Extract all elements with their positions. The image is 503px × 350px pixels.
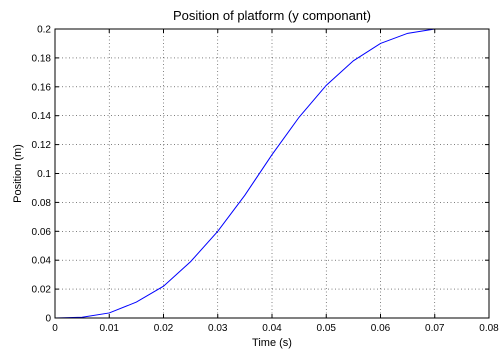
grid-layer bbox=[55, 29, 489, 318]
y-tick-label: 0.1 bbox=[37, 169, 51, 180]
y-tick-label: 0.12 bbox=[32, 140, 52, 151]
x-axis-label: Time (s) bbox=[252, 337, 292, 349]
y-tick-label: 0.06 bbox=[32, 227, 52, 238]
x-tick-label: 0.03 bbox=[208, 323, 228, 334]
y-tick-label: 0.16 bbox=[32, 82, 52, 93]
x-tick-label: 0.02 bbox=[154, 323, 174, 334]
x-tick-label: 0.01 bbox=[100, 323, 120, 334]
y-axis-label: Position (m) bbox=[12, 144, 24, 203]
y-tick-label: 0.08 bbox=[32, 198, 52, 209]
y-tick-label: 0.02 bbox=[32, 285, 52, 296]
x-tick-label: 0.06 bbox=[371, 323, 391, 334]
series-line bbox=[54, 28, 435, 319]
series-layer bbox=[54, 28, 435, 319]
x-tick-label: 0.04 bbox=[262, 323, 282, 334]
chart-title: Position of platform (y componant) bbox=[173, 8, 371, 23]
y-tick-label: 0 bbox=[45, 314, 51, 325]
x-tick-label: 0.07 bbox=[425, 323, 445, 334]
y-tick-label: 0.18 bbox=[32, 53, 52, 64]
y-tick-label: 0.14 bbox=[32, 111, 52, 122]
y-tick-label: 0.04 bbox=[32, 256, 52, 267]
x-tick-label: 0 bbox=[52, 323, 58, 334]
y-tick-label: 0.2 bbox=[37, 25, 51, 36]
x-tick-label: 0.08 bbox=[479, 323, 499, 334]
tick-layer: 0 0.01 0.02 0.03 0.04 0.05 0.06 0.07 0.08 0 0.02 0.… bbox=[32, 25, 500, 335]
x-tick-label: 0.05 bbox=[317, 323, 337, 334]
